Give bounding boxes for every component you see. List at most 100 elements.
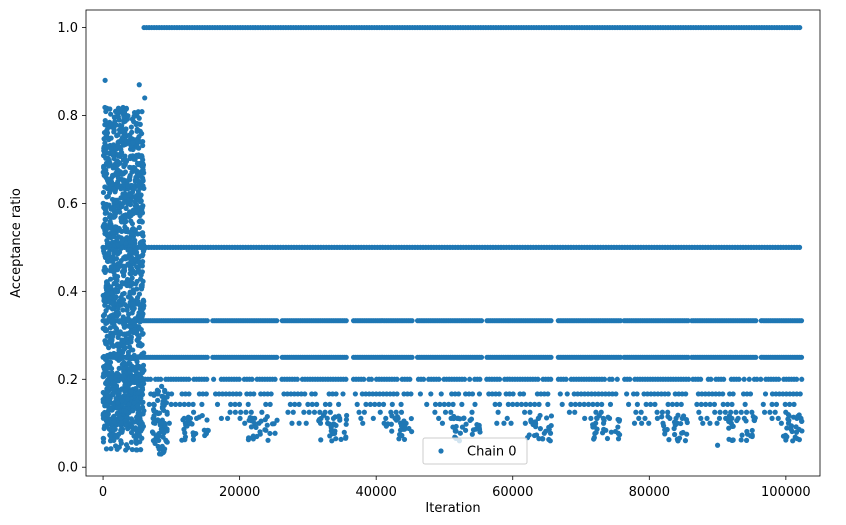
data-point [122,194,128,200]
data-point [123,447,129,453]
data-point [139,404,146,410]
y-tick-label: 0.2 [57,373,78,388]
data-point [118,420,124,426]
data-point [311,409,318,415]
data-point [314,401,320,407]
data-point [133,440,140,446]
data-point [153,433,159,439]
data-point [494,420,500,426]
x-tick-label: 20000 [219,485,260,500]
data-point [131,419,137,425]
data-point [105,193,111,199]
data-point [743,409,750,415]
data-point [123,442,130,448]
x-axis-label: Iteration [425,501,480,516]
data-point [117,341,123,347]
data-point [159,405,166,411]
data-point [797,24,803,31]
data-point [684,431,690,437]
data-point [775,415,781,421]
data-point [155,397,161,403]
data-point [439,420,446,426]
data-point [356,409,362,415]
data-point [102,269,108,275]
data-point [135,403,141,409]
data-point [137,319,143,325]
data-point [136,224,142,231]
data-point [112,329,119,336]
data-point [752,415,758,421]
data-point [508,420,514,426]
data-point [130,301,136,307]
data-point [107,295,113,302]
data-point [259,409,265,415]
data-point [118,215,124,221]
data-point [272,376,278,382]
data-point [274,354,280,360]
data-point [698,376,704,382]
x-tick-label: 100000 [761,485,811,500]
data-point [133,379,139,386]
data-point [469,409,475,415]
data-point [119,297,125,304]
data-point [316,416,323,423]
data-point [121,163,127,170]
data-point [368,376,375,382]
data-point [121,269,127,275]
data-point [168,401,174,407]
data-point [139,219,145,225]
data-point [700,420,706,426]
data-point [545,401,551,407]
data-point [137,412,144,418]
data-point [140,247,146,254]
data-point [156,446,162,452]
data-point [113,122,119,128]
data-point [138,208,145,214]
data-point [115,242,121,248]
data-point [102,356,109,362]
data-point [120,157,127,163]
data-point [162,420,168,426]
data-point [321,412,327,418]
data-point [784,425,790,431]
data-point [137,199,143,205]
data-point [106,398,113,404]
data-point [669,401,676,407]
data-point [730,437,736,443]
data-point [118,427,124,433]
data-point [662,427,668,433]
data-point [123,205,129,212]
data-point [769,401,775,407]
data-point [103,205,109,211]
data-point [128,321,134,327]
data-point [100,189,107,196]
data-point [290,409,296,415]
data-point [107,256,113,263]
data-point [582,415,588,421]
data-point [784,434,790,440]
data-point [151,420,157,426]
data-point [245,401,251,407]
data-point [123,240,129,246]
data-point [133,375,139,381]
data-point [113,170,119,176]
data-point [398,401,404,407]
data-point [186,376,192,382]
data-point [177,401,183,407]
data-point [101,246,107,252]
data-point [263,427,269,433]
data-point [139,391,146,398]
data-point [100,411,106,417]
data-point [343,318,349,324]
data-point [634,391,640,397]
data-point [134,278,140,285]
data-point [438,391,444,397]
data-point [159,383,165,389]
data-point [743,437,750,443]
data-point [726,417,732,423]
data-point [199,412,205,419]
data-point [182,420,188,426]
data-point [108,121,114,127]
data-point [134,160,141,167]
